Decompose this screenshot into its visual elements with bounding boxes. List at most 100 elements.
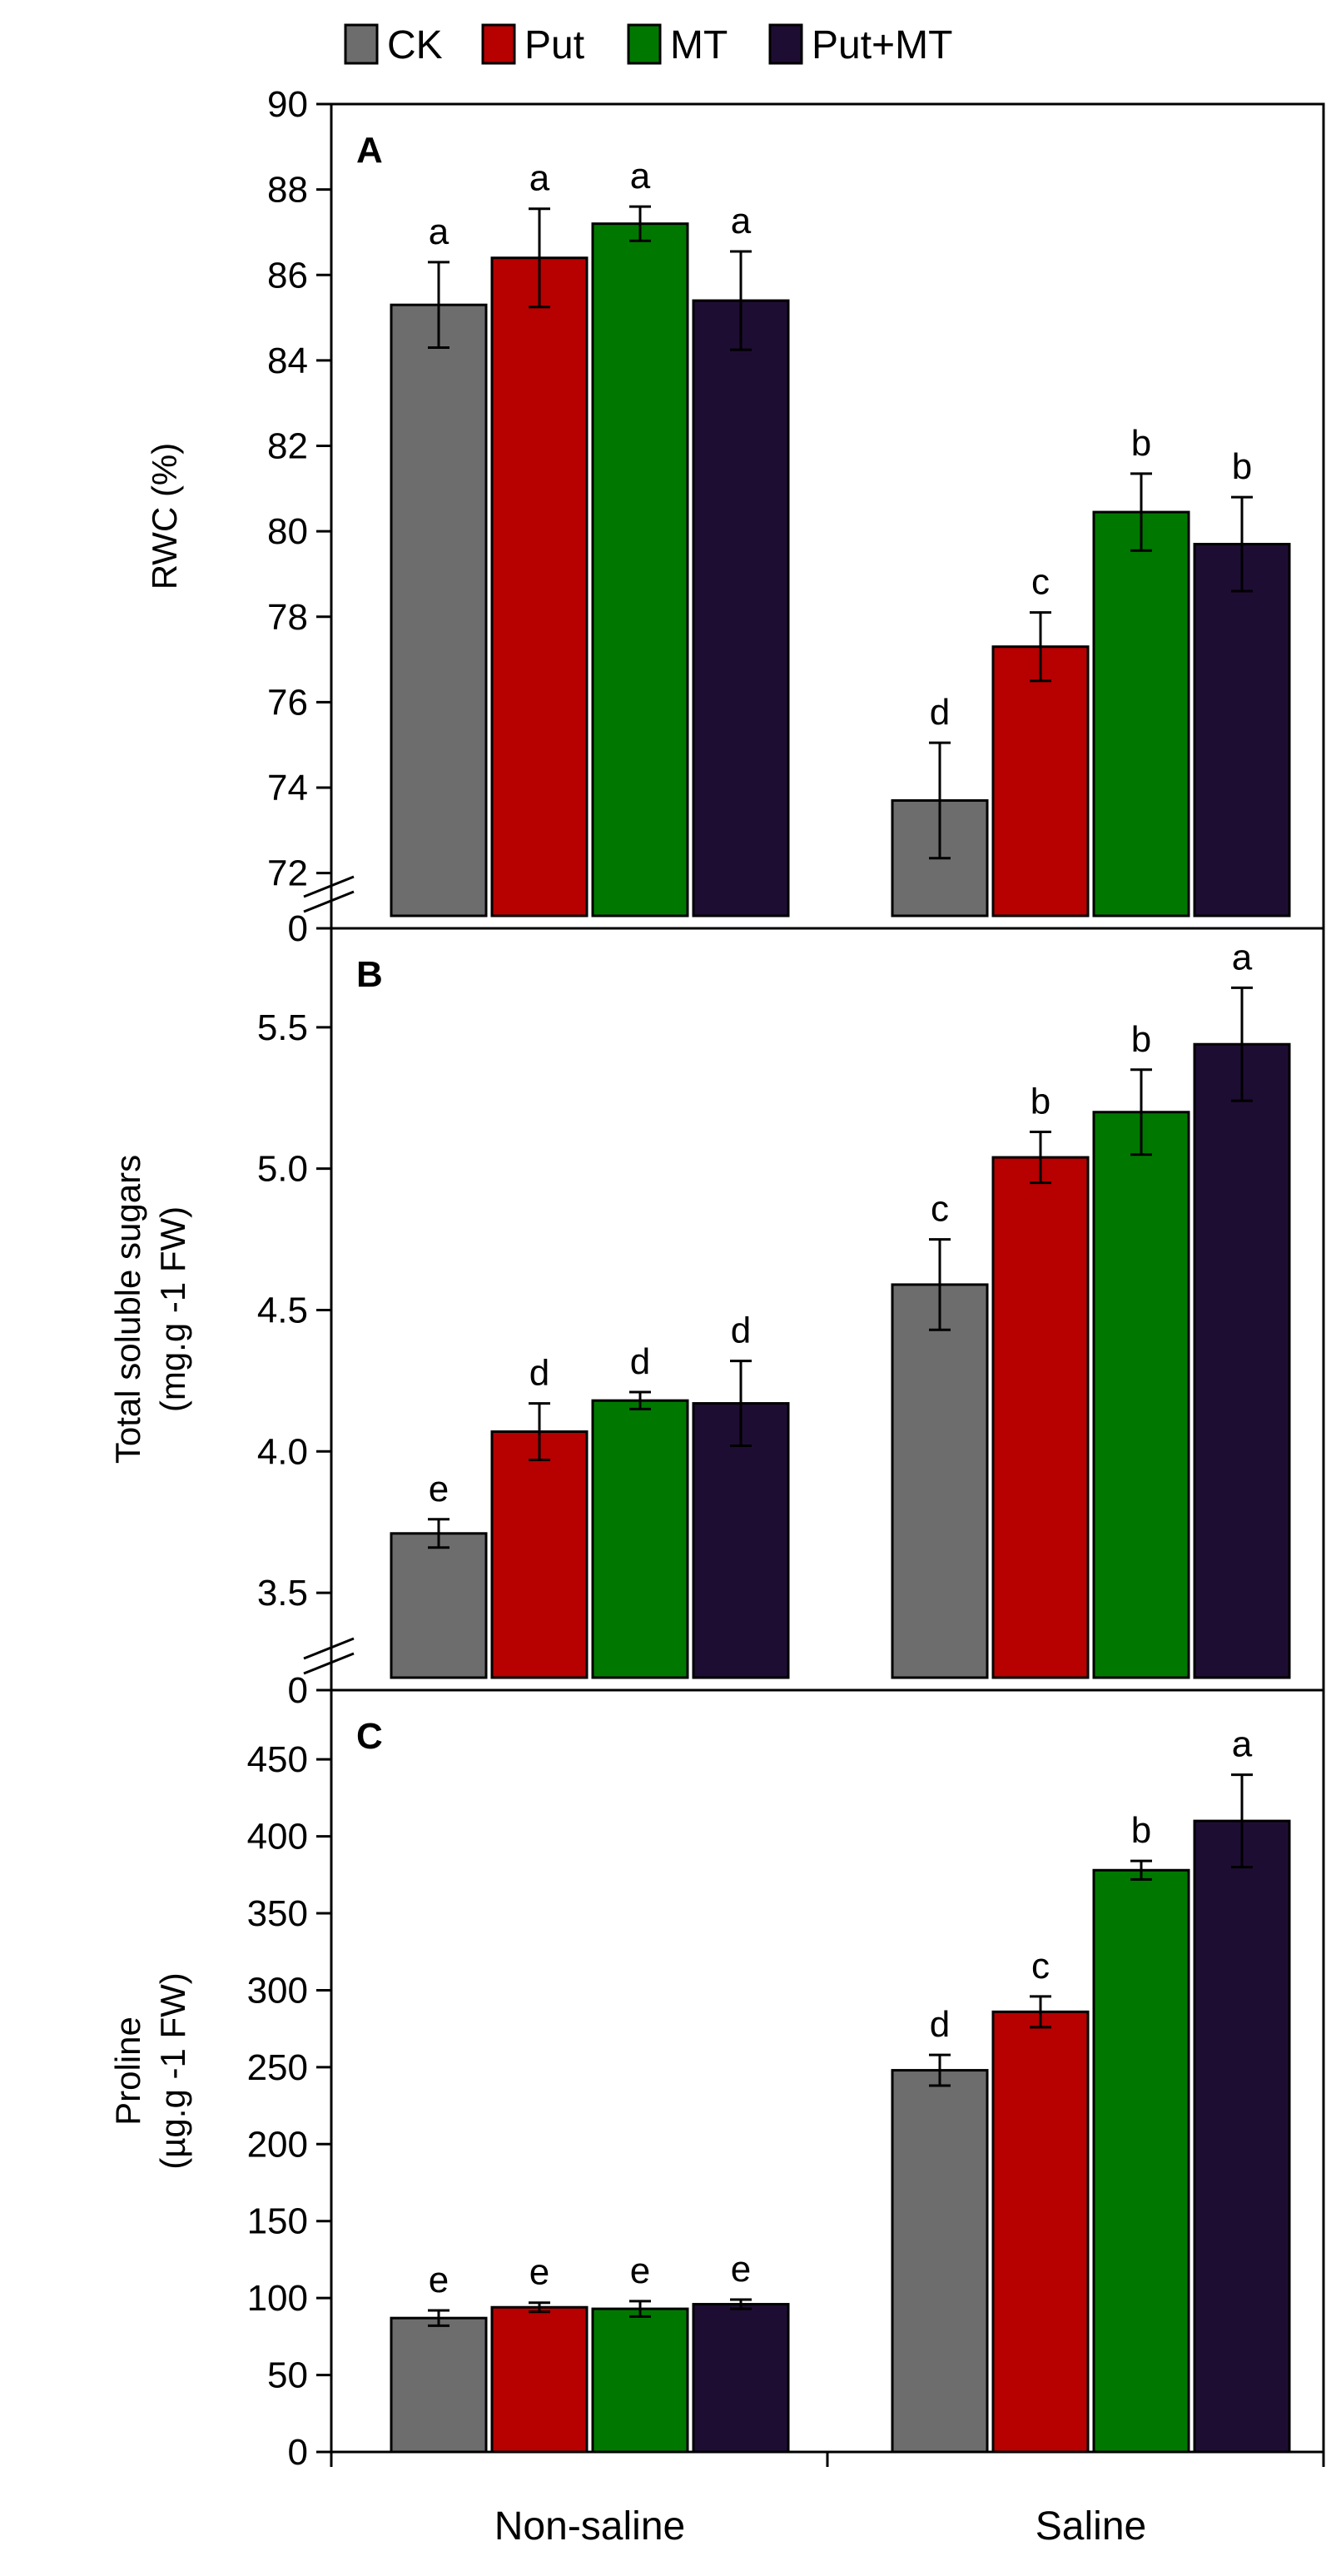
legend-label: CK [387, 23, 443, 67]
error-bar [929, 741, 951, 860]
significance-letter: e [429, 1469, 449, 1509]
bar-mt-saline [1092, 1868, 1190, 2454]
y-tick-label: 5.0 [257, 1149, 308, 1190]
error-bar [730, 2298, 752, 2310]
x-axis: Non-saline Saline [330, 2452, 1325, 2549]
y-tick-label: 5.5 [257, 1007, 308, 1048]
legend-label: Put [524, 23, 584, 67]
x-category-label: Saline [1036, 2504, 1146, 2549]
legend-label: MT [670, 23, 728, 67]
axis-break-line [303, 890, 355, 913]
significance-letter: a [529, 158, 550, 199]
legend-entry-mt: MT [627, 23, 728, 67]
significance-letter: b [1131, 1019, 1151, 1060]
bar-mt-saline [1092, 1111, 1190, 1679]
y-tick-label: 80 [267, 511, 308, 552]
axis-break-line [303, 1652, 355, 1675]
significance-letter: a [429, 211, 449, 252]
y-tick-label: 4.0 [257, 1431, 308, 1472]
bar-mt-non-saline [591, 2307, 689, 2454]
y-tick-label: 88 [267, 170, 308, 211]
error-bar [1030, 1131, 1051, 1185]
error-bar [929, 2053, 951, 2087]
y-tick-label: 300 [247, 1970, 308, 2011]
y-tick-label: 4.5 [257, 1290, 308, 1330]
legend-entry-put-mt: Put+MT [768, 23, 952, 67]
bar-put-mt-non-saline [692, 299, 790, 918]
axis-break-marks [303, 875, 355, 913]
bar-put-mt-saline [1193, 543, 1291, 918]
panel-letter: C [356, 1716, 383, 1757]
error-bar [529, 1402, 550, 1461]
legend-swatch [344, 23, 379, 65]
legend-entry-put: Put [481, 23, 584, 67]
legend: CK Put MT Put+MT [344, 23, 952, 67]
y-axis-title-unit: (mg.g -1 FW) [153, 1206, 192, 1412]
y-tick-label: 90 [267, 84, 308, 125]
bar-mt-saline [1092, 510, 1190, 918]
axis-break-marks [303, 1637, 355, 1675]
y-tick-label-zero: 0 [288, 1670, 308, 1711]
bar-put-mt-saline [1193, 1819, 1291, 2454]
significance-letter: c [1031, 1946, 1050, 1987]
y-tick-label: 84 [267, 341, 308, 381]
panel-b: 3.5 4.0 4.5 5.0 5.5 0 B Total soluble sugars (mg… [108, 927, 1325, 1711]
y-tick-label: 74 [267, 768, 308, 808]
bar-ck-saline [891, 1283, 989, 1679]
bar-mt-non-saline [591, 222, 689, 918]
y-tick-label: 0 [288, 2432, 308, 2473]
bar-put-saline [991, 2010, 1090, 2454]
error-bar [529, 2301, 550, 2314]
significance-letter: b [1232, 446, 1252, 487]
error-bar [730, 250, 752, 351]
y-tick-label: 350 [247, 1893, 308, 1934]
bar-ck-saline [891, 2069, 989, 2454]
significance-letter: a [1232, 1724, 1253, 1765]
y-tick-label: 200 [247, 2124, 308, 2165]
significance-letter: e [529, 2252, 549, 2293]
panel-letter: A [356, 130, 383, 171]
bar-put-mt-saline [1193, 1042, 1291, 1679]
legend-swatch [768, 23, 803, 65]
significance-letter: d [930, 2004, 950, 2045]
bar-put-mt-non-saline [692, 2303, 790, 2454]
legend-label: Put+MT [812, 23, 952, 67]
legend-swatch [627, 23, 662, 65]
bar-mt-non-saline [591, 1399, 689, 1679]
error-bar [730, 1360, 752, 1448]
error-bar [1231, 1773, 1253, 1869]
axis-break-line [303, 1637, 355, 1660]
error-bar [629, 2300, 651, 2318]
bar-put-saline [991, 645, 1090, 918]
error-bar [428, 1518, 449, 1549]
legend-entry-ck: CK [344, 23, 443, 67]
y-tick-label: 76 [267, 682, 308, 723]
bar-ck-non-saline [390, 2316, 488, 2454]
panel-letter: B [356, 954, 383, 995]
error-bar [1030, 611, 1051, 683]
y-tick-label: 250 [247, 2047, 308, 2088]
axis-break-line [303, 875, 355, 898]
legend-swatch [481, 23, 516, 65]
bar-put-non-saline [490, 2305, 589, 2454]
error-bar [1030, 1995, 1051, 2029]
y-tick-label: 78 [267, 597, 308, 638]
y-tick-label: 450 [247, 1739, 308, 1780]
y-axis-title: Proline [108, 2017, 147, 2126]
significance-letter: c [1031, 562, 1050, 603]
significance-letter: c [931, 1189, 949, 1230]
error-bar [1130, 472, 1152, 552]
panel-c: 0 50 100 150 200 250 300 350 400 450 C Proline (µg.g… [108, 1688, 1325, 2473]
error-bar [428, 2309, 449, 2327]
significance-letter: a [630, 156, 651, 196]
significance-letter: a [1232, 937, 1253, 977]
y-tick-label-zero: 0 [288, 908, 308, 949]
significance-letter: d [630, 1341, 650, 1382]
significance-letter: e [731, 2249, 751, 2290]
panel-a: 72 74 76 78 80 82 84 86 88 90 0 A RWC (%) a d a c a b a b [145, 84, 1325, 949]
y-axis-title: Total soluble sugars [108, 1155, 147, 1464]
bar-ck-non-saline [390, 1532, 488, 1679]
y-tick-label: 100 [247, 2278, 308, 2319]
significance-letter: b [1131, 1810, 1151, 1851]
